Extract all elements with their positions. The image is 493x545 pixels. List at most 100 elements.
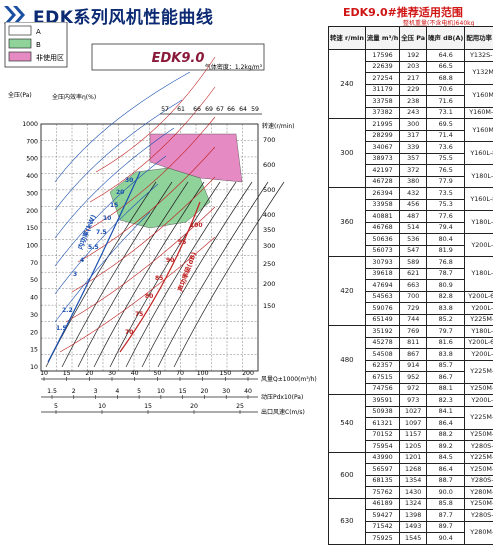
table-body: 2401759619264.6Y132S-8-2.22263920366.5Y1… [329,50,493,545]
power-cell: Y180L-6-15 [465,326,493,338]
noise-cell: 76.8 [427,257,465,269]
power-curve-label: 10 [103,215,111,222]
noise-curve-label: 70 [125,329,133,336]
flow-cell: 34067 [365,142,399,154]
pressure-cell: 1097 [400,418,427,430]
power-cell: Y225M-6-30 [465,314,493,326]
pressure-cell: 1324 [400,498,427,510]
flow-cell: 65149 [365,314,399,326]
left-tick-label: 500 [26,156,38,163]
noise-cell: 81.6 [427,337,465,349]
pressure-cell: 238 [400,96,427,108]
pressure-cell: 432 [400,188,427,200]
left-tick-label: 30 [30,312,38,319]
power-cell: Y250M-6-37 [465,498,493,510]
legend-swatch [9,52,31,61]
right-tick-label: 250 [263,260,275,268]
flow-cell: 75925 [365,533,399,545]
noise-cell: 82.8 [427,291,465,303]
noise-cell: 70.6 [427,84,465,96]
pressure-cell: 621 [400,268,427,280]
legend-swatch [9,26,31,35]
noise-cell: 86.7 [427,372,465,384]
flow-cell: 46189 [365,498,399,510]
noise-cell: 90.0 [427,487,465,499]
flow-cell: 67515 [365,372,399,384]
noise-curve-label: 80 [145,293,153,300]
flow-cell: 35192 [365,326,399,338]
pressure-cell: 729 [400,303,427,315]
noise-cell: 71.6 [427,96,465,108]
noise-cell: 73.5 [427,188,465,200]
flow-cell: 26394 [365,188,399,200]
flow-cell: 40881 [365,211,399,223]
bottom-axis-tick-label: 70 [176,370,184,377]
bottom-axis-tick-label: 20 [85,370,93,377]
top-efficiency-label: 66 [193,106,201,113]
left-tick-label: 70 [30,260,38,267]
noise-cell: 77.6 [427,211,465,223]
flow-cell: 59427 [365,510,399,522]
pressure-cell: 700 [400,291,427,303]
speed-cell: 600 [329,452,366,498]
noise-cell: 77.9 [427,176,465,188]
noise-cell: 84.5 [427,452,465,464]
noise-cell: 73.6 [427,142,465,154]
speed-cell: 420 [329,257,366,326]
bottom-axis-tick-label: 40 [244,388,252,395]
noise-cell: 69.5 [427,119,465,131]
noise-cell: 81.9 [427,245,465,257]
power-curve-label: 20 [116,189,124,196]
power-cell: Y200L-6-22 [465,395,493,407]
power-cell: Y250M-6-37 [465,383,493,395]
power-curve-label: 15 [110,202,118,209]
right-tick-label: 350 [263,226,275,234]
left-tick-label: 40 [30,295,38,302]
pressure-cell: 1354 [400,475,427,487]
noise-cell: 66.5 [427,61,465,73]
flow-cell: 74756 [365,383,399,395]
power-cell: Y160M-8-5.5 [465,107,493,119]
legend-swatch [9,39,31,48]
right-tick-label: 150 [263,302,275,310]
pressure-cell: 1493 [400,521,427,533]
power-cell: Y225M-6-30 [465,360,493,383]
noise-cell: 88.7 [427,475,465,487]
pressure-cell: 1398 [400,510,427,522]
flow-cell: 54563 [365,291,399,303]
bottom-axis-label: 动压Pdx10(Pa) [261,394,303,401]
power-curve-label: 3 [73,271,77,278]
power-cell: Y280M-6-55 [465,487,493,499]
top-efficiency-label: 57 [161,106,169,113]
noise-cell: 79.7 [427,326,465,338]
right-tick-label: 300 [263,242,275,250]
flow-cell: 17596 [365,50,399,62]
flow-cell: 47694 [365,280,399,292]
speed-cell: 360 [329,188,366,257]
bottom-axis-tick-label: 30 [222,388,230,395]
flow-cell: 22639 [365,61,399,73]
noise-curve-label: 100 [190,222,203,229]
noise-cell: 86.4 [427,464,465,476]
noise-cell: 88.2 [427,429,465,441]
pressure-cell: 536 [400,234,427,246]
pressure-cell: 317 [400,130,427,142]
flow-cell: 39618 [365,268,399,280]
left-tick-label: 1000 [22,121,38,128]
bottom-axis-tick-label: 4 [115,388,119,395]
flow-cell: 56597 [365,464,399,476]
right-tick-label: 700 [263,136,275,144]
pressure-cell: 300 [400,119,427,131]
power-cell: Y132S-8-2.2 [465,50,493,62]
header-speed: 转速 r/min [329,27,366,50]
flow-cell: 46768 [365,222,399,234]
top-efficiency-label: 64 [239,106,247,113]
left-tick-label: 200 [26,208,38,215]
bottom-axis-tick-label: 25 [236,403,244,410]
